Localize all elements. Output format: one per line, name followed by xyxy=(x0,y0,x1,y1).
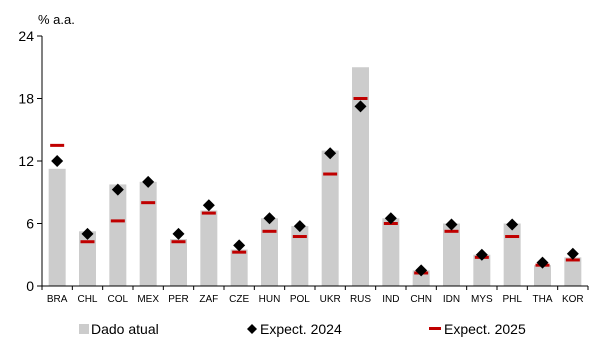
y-tick-label: 12 xyxy=(18,153,34,169)
y-tick-label: 6 xyxy=(26,216,34,232)
x-axis: BRA CHL COL MEX PER ZAF CZE HUN POL UKR RUS IND CHN I… xyxy=(41,285,589,305)
diamond-idn xyxy=(445,218,458,231)
dash-ukr xyxy=(323,172,338,176)
bar-tha xyxy=(534,265,551,286)
bar-ind xyxy=(382,218,400,286)
x-tick-label: HUN xyxy=(259,294,281,305)
bar-rus xyxy=(352,67,369,286)
dash-chl xyxy=(80,240,95,244)
dash-mex xyxy=(141,201,156,205)
dash-pol xyxy=(292,235,307,239)
legend-label-dado-atual: Dado atual xyxy=(91,321,159,337)
expect-2024-markers xyxy=(51,100,579,277)
bar-cze xyxy=(230,249,248,286)
y-tick-label: 18 xyxy=(18,91,34,107)
x-tick-label: CHL xyxy=(77,294,97,305)
diamond-tha xyxy=(536,256,549,269)
diamond-cze xyxy=(233,239,246,252)
bar-phl xyxy=(503,223,521,286)
diamond-zaf xyxy=(202,199,215,212)
legend-label-expect-2025: Expect. 2025 xyxy=(444,321,526,337)
y-tick-label: 0 xyxy=(26,278,34,294)
bars xyxy=(48,67,582,286)
x-tick-label: POL xyxy=(290,294,310,305)
bar-kor xyxy=(564,257,582,286)
diamond-rus xyxy=(354,100,367,113)
bar-bra xyxy=(48,168,66,286)
diamond-ind xyxy=(384,212,397,225)
dash-kor xyxy=(565,258,580,262)
bar-mys xyxy=(473,254,491,286)
x-tick-label: ZAF xyxy=(199,294,218,305)
dash-per xyxy=(171,240,186,244)
legend-swatch-dado-atual xyxy=(79,324,89,334)
bar-per xyxy=(170,239,187,286)
diamond-kor xyxy=(566,247,579,260)
x-tick-label: CHN xyxy=(410,294,432,305)
y-axis: 0 6 12 18 24 xyxy=(18,28,43,294)
x-tick-label: IDN xyxy=(443,294,460,305)
x-tick-label: COL xyxy=(108,294,129,305)
dash-phl xyxy=(505,235,520,239)
diamond-mys xyxy=(475,248,488,261)
diamond-phl xyxy=(506,218,519,231)
bar-col xyxy=(109,184,127,286)
x-tick-label: KOR xyxy=(562,294,584,305)
bar-idn xyxy=(443,223,460,286)
x-tick-label: MYS xyxy=(471,294,493,305)
diamond-hun xyxy=(263,212,276,225)
diamond-mex xyxy=(142,175,155,188)
bar-mex xyxy=(139,181,157,286)
legend-diamond-icon xyxy=(247,324,257,334)
x-tick-label: PHL xyxy=(502,294,522,305)
x-tick-label: BRA xyxy=(47,294,68,305)
diamond-chl xyxy=(81,227,94,240)
diamond-bra xyxy=(51,155,64,167)
legend-dash-icon xyxy=(429,327,441,330)
expect-2025-markers xyxy=(50,97,580,275)
dash-hun xyxy=(262,229,277,233)
dash-cze xyxy=(232,250,247,254)
bar-chl xyxy=(79,231,96,286)
x-tick-label: IND xyxy=(382,294,399,305)
diamond-chn xyxy=(415,264,428,277)
legend: Dado atual Expect. 2024 Expect. 2025 xyxy=(79,321,526,337)
dash-idn xyxy=(444,229,459,233)
diamond-col xyxy=(111,183,124,196)
x-tick-label: PER xyxy=(168,294,189,305)
bar-zaf xyxy=(200,210,218,286)
x-tick-label: MEX xyxy=(137,294,159,305)
x-tick-label: UKR xyxy=(320,294,341,305)
x-tick-label: CZE xyxy=(229,294,249,305)
bar-hun xyxy=(261,218,278,286)
diamond-per xyxy=(172,227,185,240)
y-unit-label: % a.a. xyxy=(38,12,75,27)
bar-pol xyxy=(291,226,309,286)
diamond-ukr xyxy=(324,147,337,160)
legend-label-expect-2024: Expect. 2024 xyxy=(260,321,342,337)
y-tick-label: 24 xyxy=(18,28,34,44)
dash-zaf xyxy=(201,211,216,215)
x-tick-label: THA xyxy=(533,294,553,305)
bar-ukr xyxy=(321,150,339,286)
dash-rus xyxy=(353,97,368,100)
diamond-pol xyxy=(293,220,306,233)
x-tick-label: RUS xyxy=(350,294,371,305)
dash-col xyxy=(110,219,125,223)
dash-bra xyxy=(50,143,65,147)
